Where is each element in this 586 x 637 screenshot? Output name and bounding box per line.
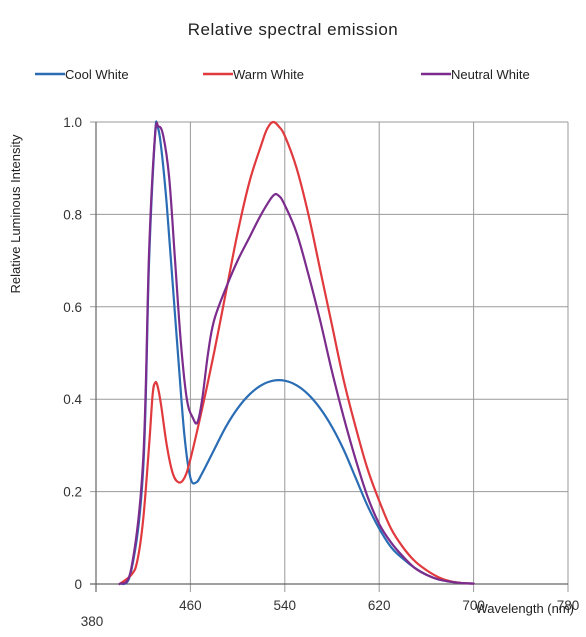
y-tick-label: 0 [74,577,82,592]
x-tick-label: 380 [81,614,104,629]
x-axis-title: Wavelength (nm) [476,601,575,616]
x-tick-label: 700 [462,598,485,613]
y-tick-label: 0.2 [63,485,82,500]
x-tick-label: 780 [557,598,580,613]
series-line-warm-white [118,120,475,586]
legend-item-neutral-white: Neutral White [421,67,530,82]
series-line-cool-white [118,120,475,586]
series-line-neutral-white [118,121,475,586]
legend-item-cool-white: Cool White [35,67,129,82]
legend-item-warm-white: Warm White [203,67,304,82]
legend-label: Neutral White [451,67,530,82]
legend: Cool White Warm White Neutral White [35,67,530,82]
y-tick-label: 0.8 [63,207,82,222]
y-tick-label: 0.4 [63,392,82,407]
chart-title: Relative spectral emission [188,20,398,39]
tick-labels: 380 460 540 620 700 780 0 0.2 0.4 0.6 0.8 1.0 [63,115,579,629]
y-tick-label: 1.0 [63,115,82,130]
legend-label: Warm White [233,67,304,82]
x-tick-label: 620 [368,598,391,613]
y-axis-title: Relative Luminous Intensity [8,134,23,293]
x-tick-label: 460 [179,598,202,613]
axes [90,122,568,592]
x-tick-label: 540 [274,598,297,613]
legend-label: Cool White [65,67,129,82]
y-tick-label: 0.6 [63,300,82,315]
series-lines [118,120,475,586]
